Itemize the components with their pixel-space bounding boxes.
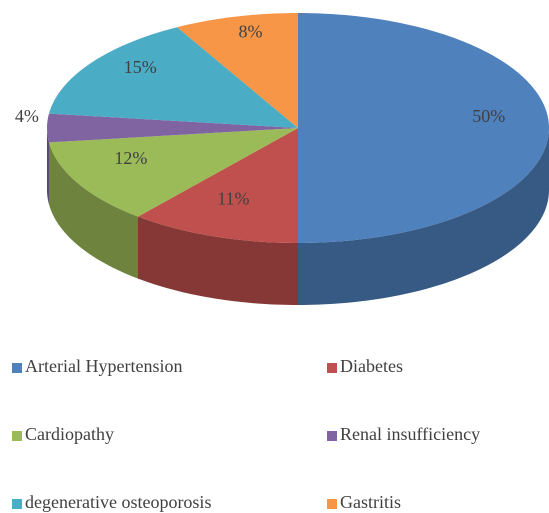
slice-side xyxy=(138,216,298,305)
slice xyxy=(47,113,299,143)
slice-side xyxy=(298,128,549,305)
legend-swatch xyxy=(327,499,337,509)
data-label: 50% xyxy=(472,106,505,126)
data-label: 15% xyxy=(124,57,157,77)
legend-label: degenerative osteoporosis xyxy=(25,492,211,512)
slice xyxy=(48,128,298,217)
legend-swatch xyxy=(327,431,337,441)
data-label: 4% xyxy=(15,106,39,126)
data-label: 12% xyxy=(114,148,147,168)
data-label: 8% xyxy=(239,21,263,41)
legend-label: Diabetes xyxy=(340,356,403,376)
legend-label: Renal insufficiency xyxy=(340,424,480,444)
slice-side xyxy=(48,142,139,279)
slice-side xyxy=(47,128,49,205)
legend-swatch xyxy=(327,363,337,373)
legend-label: Cardiopathy xyxy=(25,424,114,444)
data-label: 11% xyxy=(217,188,249,208)
slice xyxy=(177,13,298,128)
slice xyxy=(138,128,298,243)
slice xyxy=(298,13,549,243)
legend-label: Arterial Hypertension xyxy=(25,356,182,376)
legend-swatch xyxy=(12,431,22,441)
slice xyxy=(48,27,298,128)
legend-label: Gastritis xyxy=(340,492,401,512)
legend-swatch xyxy=(12,499,22,509)
legend-swatch xyxy=(12,363,22,373)
